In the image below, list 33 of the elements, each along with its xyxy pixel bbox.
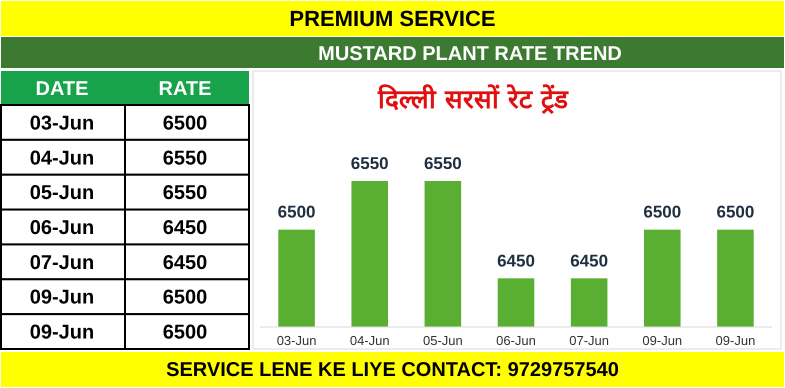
category-label: 03-Jun bbox=[30, 112, 94, 134]
x-tick-label: 09-Jun bbox=[716, 333, 756, 348]
x-tick-label: 03-Jun bbox=[276, 333, 316, 348]
data-label: 6550 bbox=[162, 147, 208, 170]
x-tick-label: 04-Jun bbox=[350, 333, 390, 348]
category-label: 06-Jun bbox=[30, 217, 94, 239]
text: MUSTARD PLANT RATE TREND bbox=[318, 43, 622, 65]
text: PREMIUM SERVICE bbox=[289, 6, 496, 31]
category-label: 05-Jun bbox=[30, 182, 94, 204]
data-label: 6550 bbox=[424, 154, 462, 173]
data-label: 6500 bbox=[162, 322, 208, 344]
data-label: 6500 bbox=[716, 202, 754, 222]
data-label: 6450 bbox=[162, 217, 208, 239]
data-label: 6550 bbox=[162, 182, 208, 204]
data-label: 6500 bbox=[162, 112, 208, 134]
x-tick-label: 09-Jun bbox=[642, 333, 682, 348]
data-label: 6450 bbox=[570, 251, 608, 270]
category-label: 04-Jun bbox=[30, 147, 94, 170]
chart-title: दिल्ली सरसों रेट ट्रेंड bbox=[376, 84, 570, 115]
data-label: 6500 bbox=[643, 202, 682, 222]
data-label: 6450 bbox=[162, 252, 208, 274]
data-label: 6500 bbox=[162, 286, 208, 309]
x-tick-label: 07-Jun bbox=[569, 333, 610, 348]
category-label: 09-Jun bbox=[30, 286, 94, 309]
data-label: 6550 bbox=[350, 154, 389, 173]
x-tick-label: 06-Jun bbox=[496, 333, 536, 348]
text: DATE bbox=[36, 78, 88, 100]
category-label: 07-Jun bbox=[30, 252, 94, 274]
text: SERVICE LENE KE LIYE CONTACT: 9729757540 bbox=[166, 359, 619, 381]
data-label: 6500 bbox=[278, 202, 316, 222]
data-label: 6450 bbox=[497, 251, 535, 270]
x-tick-label: 05-Jun bbox=[422, 333, 463, 348]
text: RATE bbox=[158, 78, 212, 100]
